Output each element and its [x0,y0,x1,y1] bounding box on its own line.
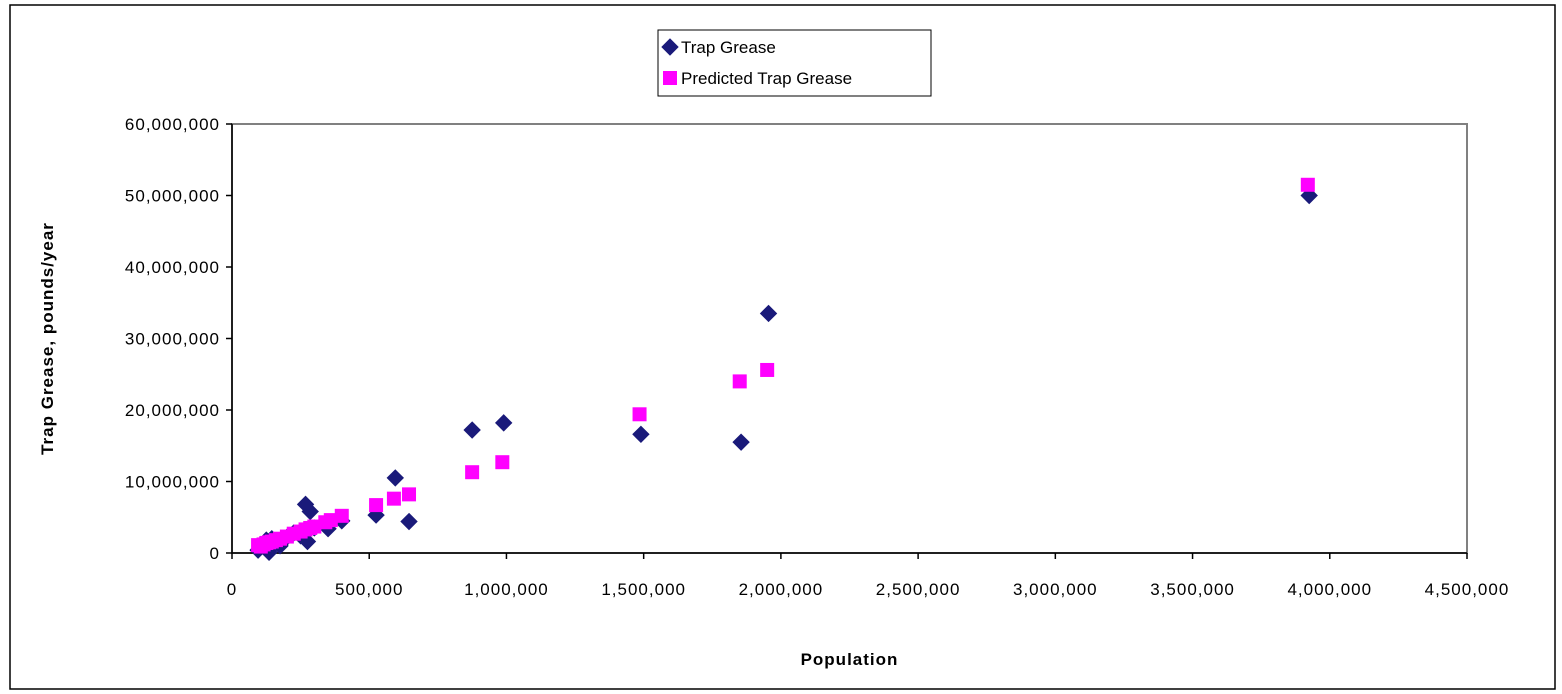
data-point-square [334,508,349,523]
data-point-diamond [732,433,750,451]
legend-marker [661,38,679,56]
x-tick-label: 2,500,000 [876,580,961,599]
x-tick-label: 0 [227,580,237,599]
y-tick-label: 60,000,000 [125,115,220,134]
plot-area [231,123,1468,554]
y-tick-label: 30,000,000 [125,330,220,349]
data-point-diamond [301,502,319,521]
data-point-square [402,487,417,502]
y-axis-title: Trap Grease, pounds/year [38,222,57,455]
y-tick-label: 50,000,000 [125,187,220,206]
data-point-diamond [400,512,418,531]
data-point-square [307,519,322,534]
x-tick-label: 4,000,000 [1287,580,1372,599]
legend-label: Predicted Trap Grease [681,69,852,88]
legend-marker [663,71,677,85]
data-point-diamond [759,304,778,323]
data-point-diamond [632,425,650,444]
x-tick-label: 500,000 [335,580,403,599]
x-tick-label: 2,000,000 [739,580,824,599]
y-tick-label: 0 [210,544,220,563]
data-point-square [732,374,747,389]
data-point-square [369,498,384,513]
y-axis: 0 10,000,000 20,000,000 30,000,000 40,000,00… [125,115,233,563]
legend: Trap Grease Predicted Trap Grease [657,29,932,97]
data-point-square [465,465,480,480]
y-tick-label: 10,000,000 [125,473,220,492]
data-point-diamond [386,469,405,487]
x-axis: 0 500,000 1,000,000 1,500,000 2,000,000 2,500… [227,552,1510,599]
x-tick-label: 1,000,000 [464,580,549,599]
x-tick-label: 1,500,000 [601,580,686,599]
data-point-square [495,455,510,470]
data-point-square [760,362,775,377]
legend-label: Trap Grease [681,38,776,57]
y-tick-label: 20,000,000 [125,401,220,420]
y-tick-label: 40,000,000 [125,258,220,277]
data-markers [249,177,1318,561]
x-tick-label: 3,500,000 [1150,580,1235,599]
data-point-square [386,491,401,506]
data-point-diamond [494,414,513,432]
data-point-square [1300,177,1315,192]
series-predicted-trap-grease [251,177,1315,554]
data-point-square [323,513,338,528]
x-tick-label: 3,000,000 [1013,580,1098,599]
x-tick-label: 4,500,000 [1425,580,1510,599]
data-point-square [632,407,647,422]
legend-box [657,29,932,97]
data-point-diamond [463,421,481,439]
x-axis-title: Population [801,650,899,669]
